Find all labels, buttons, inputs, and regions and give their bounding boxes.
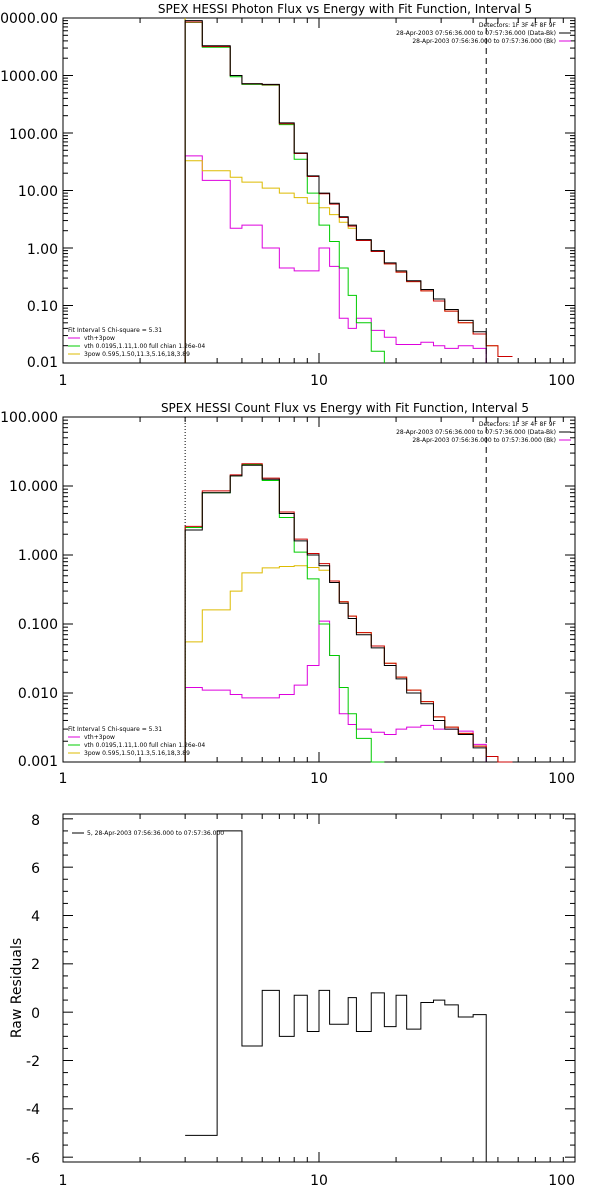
photon-xtick-label: 10	[310, 373, 328, 389]
photon-flux-panel: SPEX HESSI Photon Flux vs Energy with Fi…	[0, 2, 576, 389]
residuals-xtick-label: 1	[59, 1173, 68, 1189]
residuals-ytick-labels: 8 6 4 2 0 -2 -4 -6	[26, 813, 40, 1167]
count-series-3pow	[184, 565, 513, 763]
photon-series-vth-3pow	[184, 21, 513, 363]
count-ytick-labels: 100.000 10.000 1.000 0.100 0.010 0.001	[0, 410, 58, 770]
photon-legend-data-bk: 28-Apr-2003 07:56:36.000 to 07:57:36.000…	[396, 30, 556, 37]
photon-ytick-label: 0.10	[27, 299, 58, 315]
count-series-bk	[184, 620, 487, 762]
count-ytick-label: 100.000	[0, 410, 58, 426]
residuals-xtick-labels: 1 10 100	[59, 1173, 575, 1189]
residuals-xtick-label: 10	[310, 1173, 328, 1189]
residuals-ytick-label: 0	[31, 1006, 40, 1022]
count-legend-detectors: Detectors: 1F 3F 4F 8F 9F	[479, 421, 557, 428]
residuals-series-5-28-apr-2003-07-56-36-000-to-07-57-36-000	[185, 830, 487, 1162]
residuals-legend-label: 5, 28-Apr-2003 07:56:36.000 to 07:57:36.…	[87, 830, 224, 837]
count-ytick-label: 0.010	[18, 686, 58, 702]
photon-legend-bk: 28-Apr-2003 07:56:36.000 to 07:57:36.000…	[412, 38, 556, 45]
photon-chart-title: SPEX HESSI Photon Flux vs Energy with Fi…	[158, 2, 532, 16]
residuals-plot-frame	[62, 813, 576, 1163]
count-xtick-labels: 1 10 100	[59, 771, 575, 787]
count-ytick-label: 1.000	[18, 548, 58, 564]
count-xtick-label: 100	[548, 771, 575, 787]
count-series-vth	[184, 463, 385, 763]
count-axis-ticks	[62, 416, 576, 763]
residuals-ytick-label: 8	[31, 813, 40, 829]
residuals-ytick-label: -2	[26, 1054, 40, 1070]
count-legend-bottom-left: Fit Interval 5 Chi-square = 5.31 vth+3po…	[68, 726, 205, 757]
count-series-group	[184, 463, 513, 763]
residuals-ytick-label: -6	[26, 1151, 40, 1167]
residuals-y-axis-label: Raw Residuals	[9, 938, 25, 1038]
residuals-series-group	[185, 830, 487, 1162]
photon-legend-vth: vth 0.0195,1.11,1.00 full chian 1.26e-04	[84, 343, 205, 350]
residuals-xtick-label: 100	[548, 1173, 575, 1189]
count-legend-data-bk: 28-Apr-2003 07:56:36.000 to 07:57:36.000…	[396, 429, 556, 436]
residuals-ytick-label: -4	[26, 1102, 40, 1118]
count-ytick-label: 10.000	[9, 479, 58, 495]
residuals-legend: 5, 28-Apr-2003 07:56:36.000 to 07:57:36.…	[72, 830, 224, 837]
count-legend-bk: 28-Apr-2003 07:56:36.000 to 07:57:36.000…	[412, 437, 556, 444]
count-series-data-bk	[184, 464, 487, 762]
count-flux-panel: SPEX HESSI Count Flux vs Energy with Fit…	[0, 401, 576, 787]
photon-legend-3pow: 3pow 0.595,1.50,11.3,5.16,18,3.89	[84, 351, 190, 358]
residuals-ytick-label: 2	[31, 957, 40, 973]
photon-ytick-label: 100.00	[9, 127, 58, 143]
photon-ytick-label: 10000.00	[0, 11, 58, 27]
photon-ytick-labels: 10000.00 1000.00 100.00 10.00 1.00 0.10 …	[0, 11, 58, 371]
residuals-ytick-label: 6	[31, 861, 40, 877]
photon-axis-ticks	[62, 17, 576, 364]
count-chart-title: SPEX HESSI Count Flux vs Energy with Fit…	[161, 401, 529, 415]
count-legend-vth3pow: vth+3pow	[84, 734, 115, 741]
photon-xtick-label: 100	[548, 373, 575, 389]
count-series-vth-3pow	[184, 463, 513, 763]
photon-legend-bottom-left: Fit Interval 5 Chi-square = 5.31 vth+3po…	[68, 327, 205, 358]
count-range-markers	[184, 417, 487, 762]
residuals-panel: Raw Residuals 8 6 4 2 0 -2 -4 -6 1 10 10…	[9, 813, 576, 1189]
count-ytick-label: 0.100	[18, 617, 58, 633]
count-legend-fit-interval: Fit Interval 5 Chi-square = 5.31	[68, 726, 162, 733]
count-legend-3pow: 3pow 0.595,1.50,11.3,5.16,18,3.89	[84, 750, 190, 757]
photon-ytick-label: 1000.00	[0, 69, 58, 85]
photon-legend-fit-interval: Fit Interval 5 Chi-square = 5.31	[68, 327, 162, 334]
photon-ytick-label: 1.00	[27, 242, 58, 258]
photon-ytick-label: 10.00	[18, 184, 58, 200]
photon-legend-detectors: Detectors: 1F 3F 4F 8F 9F	[479, 22, 557, 29]
photon-series-bk	[184, 155, 487, 363]
photon-series-3pow	[184, 160, 513, 363]
count-ytick-label: 0.001	[18, 754, 58, 770]
count-xtick-label: 10	[310, 771, 328, 787]
photon-legend-vth3pow: vth+3pow	[84, 335, 115, 342]
count-xtick-label: 1	[59, 771, 68, 787]
residuals-axis-ticks	[62, 814, 576, 1162]
residuals-ytick-label: 4	[31, 909, 40, 925]
count-legend-vth: vth 0.0195,1.11,1.00 full chian 1.26e-04	[84, 742, 205, 749]
photon-xtick-label: 1	[59, 373, 68, 389]
photon-series-group	[184, 20, 513, 363]
photon-xtick-labels: 1 10 100	[59, 373, 575, 389]
photon-legend-top-right: Detectors: 1F 3F 4F 8F 9F 28-Apr-2003 07…	[396, 22, 571, 45]
photon-ytick-label: 0.01	[27, 355, 58, 371]
photon-series-data-bk	[184, 20, 487, 363]
count-legend-top-right: Detectors: 1F 3F 4F 8F 9F 28-Apr-2003 07…	[396, 421, 571, 444]
